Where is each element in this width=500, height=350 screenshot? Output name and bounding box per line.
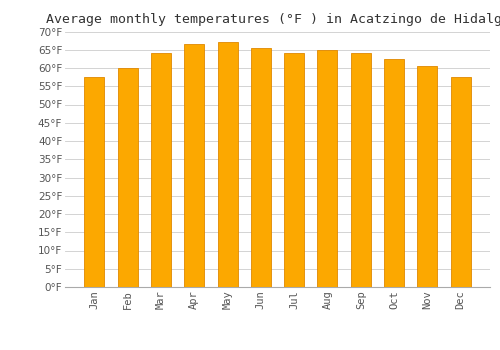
Bar [84, 77, 104, 287]
Bar [351, 54, 371, 287]
Title: Average monthly temperatures (°F ) in Acatzingo de Hidalgo: Average monthly temperatures (°F ) in Ac… [46, 13, 500, 26]
Bar [284, 54, 304, 287]
Bar [118, 68, 138, 287]
Bar [218, 42, 238, 287]
Bar [251, 48, 271, 287]
Bar [151, 54, 171, 287]
Bar [184, 44, 204, 287]
Bar [450, 77, 470, 287]
Bar [384, 59, 404, 287]
Bar [418, 66, 438, 287]
Bar [318, 50, 338, 287]
